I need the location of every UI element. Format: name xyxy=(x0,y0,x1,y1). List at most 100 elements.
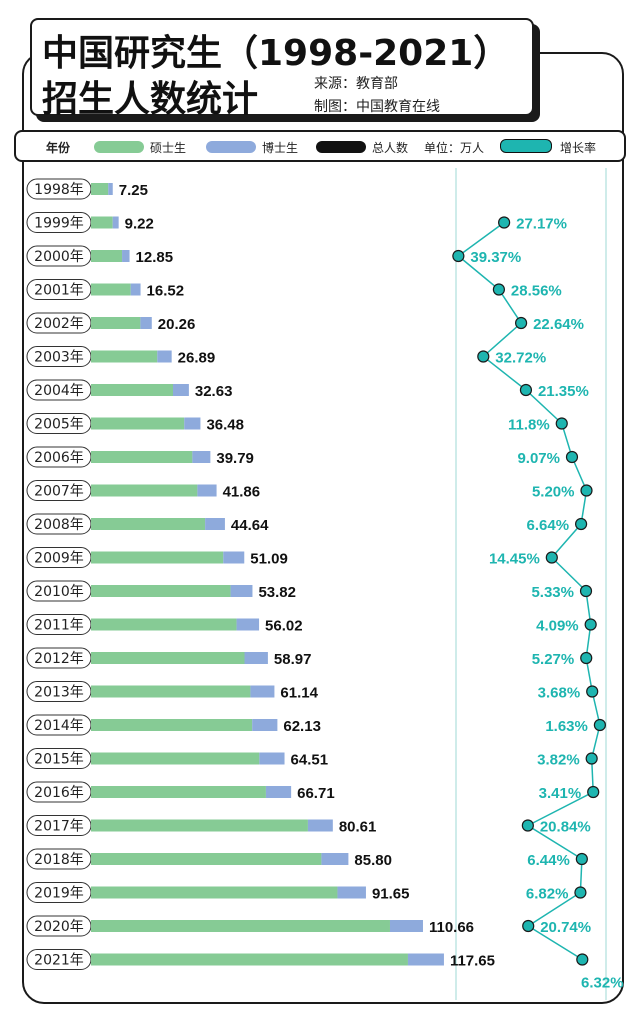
total-label: 16.52 xyxy=(147,283,185,300)
year-label: 2012年 xyxy=(34,651,84,667)
legend-growth-label: 增长率 xyxy=(560,141,597,155)
growth-label: 6.82% xyxy=(526,886,569,903)
total-label: 85.80 xyxy=(354,852,392,869)
growth-label: 3.82% xyxy=(537,752,580,769)
masters-bar xyxy=(91,920,390,932)
masters-bar xyxy=(91,652,245,664)
doctoral-bar xyxy=(130,283,141,296)
growth-point xyxy=(477,350,490,363)
year-label: 2014年 xyxy=(34,718,84,734)
year-label: 2007年 xyxy=(34,484,84,500)
total-label: 44.64 xyxy=(231,517,269,534)
doctoral-bar xyxy=(197,484,217,497)
masters-bar xyxy=(91,752,260,765)
growth-point xyxy=(555,417,568,430)
legend: 年份 硕士生 博士生 总人数 单位：万人 增长率 xyxy=(14,130,626,162)
growth-label: 32.72% xyxy=(495,350,546,367)
year-label: 2015年 xyxy=(34,752,84,768)
legend-year-label: 年份 xyxy=(46,141,71,155)
legend-total-swatch xyxy=(316,141,366,153)
legend-masters-swatch xyxy=(94,141,144,153)
masters-bar xyxy=(91,350,158,363)
growth-label: 4.09% xyxy=(536,618,579,635)
year-label: 2004年 xyxy=(34,383,84,399)
total-label: 117.65 xyxy=(450,953,495,970)
legend-total-label: 总人数 xyxy=(372,141,409,155)
growth-label: 6.44% xyxy=(527,852,570,869)
growth-point xyxy=(574,886,587,899)
doctoral-bar xyxy=(321,853,349,865)
masters-bar xyxy=(91,384,173,396)
year-label: 2018年 xyxy=(34,852,84,868)
growth-point xyxy=(521,819,534,832)
title-box: 中国研究生（1998-2021） 招生人数统计 来源：教育部 制图：中国教育在线 xyxy=(30,18,534,120)
legend-unit-label: 单位：万人 xyxy=(424,141,485,155)
masters-bar xyxy=(91,484,198,497)
year-label: 2006年 xyxy=(34,450,84,466)
doctoral-bar xyxy=(140,317,152,329)
masters-bar xyxy=(91,451,193,463)
year-label: 2019年 xyxy=(34,886,84,902)
doctoral-bar xyxy=(265,786,292,798)
total-label: 36.48 xyxy=(206,417,244,434)
doctoral-bar xyxy=(192,451,211,463)
doctoral-bar xyxy=(157,350,172,363)
total-label: 26.89 xyxy=(178,350,216,367)
doctoral-bar xyxy=(389,920,423,932)
year-label: 1999年 xyxy=(34,216,84,232)
masters-bar xyxy=(91,618,237,631)
total-label: 53.82 xyxy=(258,584,296,601)
growth-label: 5.20% xyxy=(532,484,575,501)
growth-label: 3.41% xyxy=(539,785,582,802)
legend-growth-swatch xyxy=(500,139,552,153)
total-label: 20.26 xyxy=(158,316,196,333)
growth-label: 22.64% xyxy=(533,316,584,333)
growth-point xyxy=(574,517,588,531)
year-label: 2010年 xyxy=(34,584,84,600)
growth-point xyxy=(575,852,588,866)
year-label: 2000年 xyxy=(34,249,84,265)
doctoral-bar xyxy=(259,752,285,765)
growth-label: 20.74% xyxy=(540,919,591,936)
doctoral-bar xyxy=(250,685,275,698)
year-label: 2020年 xyxy=(34,919,84,935)
growth-point xyxy=(545,551,558,564)
growth-point xyxy=(452,249,465,263)
masters-bar xyxy=(91,283,131,296)
masters-bar xyxy=(91,853,322,865)
total-label: 39.79 xyxy=(216,450,254,467)
growth-label: 11.8% xyxy=(508,417,550,434)
growth-label: 27.17% xyxy=(516,216,567,233)
chart-title-line2: 招生人数统计 xyxy=(42,79,259,120)
masters-bar xyxy=(91,317,141,329)
doctoral-bar xyxy=(112,216,119,229)
doctoral-bar xyxy=(184,417,201,430)
doctoral-bar xyxy=(122,250,130,262)
growth-label: 6.32% xyxy=(581,975,624,992)
year-label: 2017年 xyxy=(34,819,84,835)
doctoral-bar xyxy=(108,183,113,195)
growth-point xyxy=(580,484,593,497)
source-text: 来源：教育部 xyxy=(314,76,398,92)
masters-bar xyxy=(91,786,266,798)
year-label: 2013年 xyxy=(34,685,84,701)
chart-title-line1: 中国研究生（1998-2021） xyxy=(42,33,510,74)
growth-point xyxy=(565,450,579,464)
doctoral-bar xyxy=(244,652,268,664)
total-label: 32.63 xyxy=(195,383,233,400)
growth-label: 5.27% xyxy=(532,651,575,668)
growth-point xyxy=(498,216,511,229)
growth-point xyxy=(580,651,593,665)
total-label: 80.61 xyxy=(339,819,377,836)
masters-bar xyxy=(91,216,113,229)
growth-label: 20.84% xyxy=(540,819,591,836)
growth-point xyxy=(585,752,598,765)
growth-point xyxy=(587,785,600,799)
total-label: 62.13 xyxy=(283,718,321,735)
growth-point xyxy=(579,584,593,598)
total-label: 51.09 xyxy=(250,551,288,568)
growth-label: 14.45% xyxy=(489,551,540,568)
masters-bar xyxy=(91,417,185,430)
growth-point xyxy=(519,383,533,397)
doctoral-bar xyxy=(172,384,189,396)
